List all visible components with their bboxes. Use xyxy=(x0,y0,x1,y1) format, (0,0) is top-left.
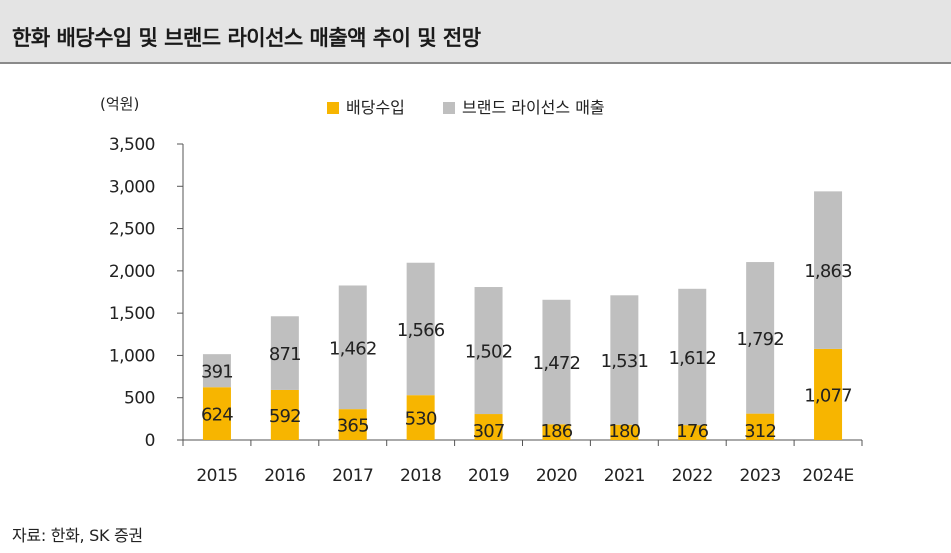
data-label-dividend: 1,077 xyxy=(804,385,852,406)
data-label-dividend: 307 xyxy=(473,421,505,442)
bar-brand-license xyxy=(202,354,231,388)
y-unit-label: (억원) xyxy=(100,95,139,113)
legend-swatch-2 xyxy=(443,102,455,114)
x-tick-label: 2024E xyxy=(802,466,854,486)
x-tick-label: 2019 xyxy=(468,466,509,486)
y-tick-label: 3,500 xyxy=(109,135,155,155)
y-tick-label: 1,500 xyxy=(109,304,155,324)
data-label-brand-license: 1,502 xyxy=(465,342,513,363)
bar-brand-license xyxy=(678,288,707,426)
bar-dividend xyxy=(338,409,367,440)
x-tick-label: 2020 xyxy=(536,466,577,486)
bar-dividend xyxy=(406,395,435,440)
bar-brand-license xyxy=(814,191,843,349)
y-tick-label: 3,000 xyxy=(109,177,155,197)
bar-brand-license xyxy=(406,262,435,396)
x-tick-label: 2022 xyxy=(672,466,713,486)
data-label-brand-license: 1,462 xyxy=(329,338,377,359)
source-note: 자료: 한화, SK 증권 xyxy=(12,526,143,545)
bar-brand-license xyxy=(610,295,639,425)
legend-label-1: 배당수입 xyxy=(346,98,405,117)
data-label-dividend: 624 xyxy=(201,405,233,426)
data-label-brand-license: 1,792 xyxy=(736,329,784,350)
bar-dividend xyxy=(678,425,707,440)
y-tick-label: 0 xyxy=(145,431,155,451)
legend-label-2: 브랜드 라이선스 매출 xyxy=(462,98,605,117)
x-tick-label: 2015 xyxy=(196,466,237,486)
bar-dividend xyxy=(542,424,571,440)
data-label-brand-license: 1,612 xyxy=(668,348,716,369)
chart-title: 한화 배당수입 및 브랜드 라이선스 매출액 추이 및 전망 xyxy=(12,26,481,50)
y-tick-label: 500 xyxy=(124,389,155,409)
y-tick-label: 2,500 xyxy=(109,220,155,240)
data-label-dividend: 592 xyxy=(269,406,301,427)
x-tick-label: 2016 xyxy=(264,466,305,486)
bar-brand-license xyxy=(746,262,775,414)
data-label-dividend: 176 xyxy=(676,421,708,442)
data-label-brand-license: 871 xyxy=(269,344,301,365)
data-label-dividend: 312 xyxy=(744,421,776,442)
bar-dividend xyxy=(270,389,299,440)
data-label-dividend: 530 xyxy=(405,409,437,430)
x-tick-label: 2021 xyxy=(604,466,645,486)
y-tick-label: 2,000 xyxy=(109,262,155,282)
bar-dividend xyxy=(814,348,843,440)
bar-brand-license xyxy=(338,285,367,410)
x-tick-label: 2023 xyxy=(740,466,781,486)
y-tick-label: 1,000 xyxy=(109,346,155,366)
bar-brand-license xyxy=(474,287,503,415)
data-label-brand-license: 1,863 xyxy=(804,261,852,282)
x-tick-label: 2017 xyxy=(332,466,373,486)
bar-brand-license xyxy=(542,299,571,425)
bar-dividend xyxy=(202,387,231,440)
data-label-brand-license: 1,531 xyxy=(601,351,649,372)
bar-brand-license xyxy=(270,316,299,390)
data-label-brand-license: 1,472 xyxy=(533,353,581,374)
data-label-dividend: 186 xyxy=(540,421,572,442)
data-label-brand-license: 391 xyxy=(201,362,233,383)
data-label-brand-license: 1,566 xyxy=(397,320,445,341)
data-label-dividend: 365 xyxy=(337,416,369,437)
bar-dividend xyxy=(474,414,503,440)
x-tick-label: 2018 xyxy=(400,466,441,486)
bar-dividend xyxy=(610,424,639,440)
title-bar: 한화 배당수입 및 브랜드 라이선스 매출액 추이 및 전망 xyxy=(0,0,951,64)
bar-dividend xyxy=(746,413,775,440)
data-label-dividend: 180 xyxy=(608,421,640,442)
legend-swatch-1 xyxy=(327,102,339,114)
